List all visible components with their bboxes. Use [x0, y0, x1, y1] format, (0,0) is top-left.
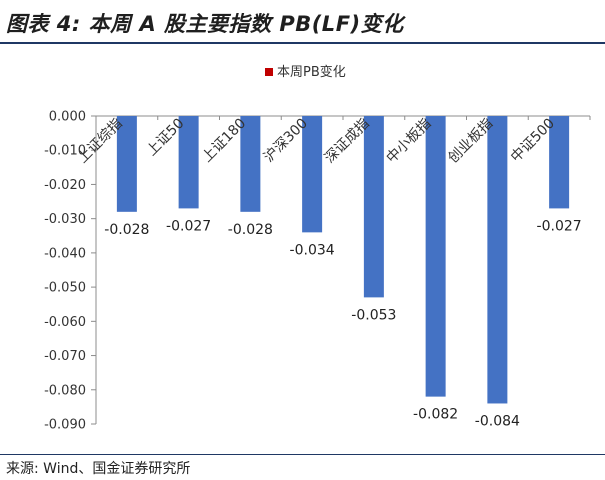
source-divider	[0, 454, 605, 455]
data-label: -0.082	[413, 407, 458, 423]
bar	[240, 116, 261, 212]
legend-label: 本周PB变化	[277, 64, 346, 80]
data-label: -0.034	[290, 242, 335, 258]
y-tick-label: -0.040	[44, 246, 86, 261]
bar	[116, 116, 137, 212]
figure-header: 图表 4: 本周 A 股主要指数 PB(LF)变化	[0, 0, 605, 44]
chart-area: 本周PB变化 0.000 -0.010 -0.020 -0.030 -0.040 -0.05…	[0, 44, 605, 454]
bar	[363, 116, 384, 298]
bar	[178, 116, 199, 209]
data-label: -0.053	[351, 307, 396, 323]
y-tick-label: -0.090	[44, 418, 86, 433]
data-label: -0.027	[537, 218, 582, 234]
bar-chart: 本周PB变化 0.000 -0.010 -0.020 -0.030 -0.040 -0.05…	[44, 64, 591, 433]
bar	[487, 116, 508, 404]
bar	[425, 116, 446, 397]
source-note: 来源: Wind、国金证券研究所	[6, 461, 191, 477]
bar	[549, 116, 570, 209]
data-label: -0.028	[228, 222, 273, 238]
legend-marker	[265, 68, 273, 76]
y-tick-label: -0.070	[44, 349, 86, 364]
bar	[302, 116, 323, 233]
y-tick-label: 0.000	[49, 110, 86, 125]
y-tick-label: -0.080	[44, 383, 86, 398]
y-tick-label: -0.030	[44, 212, 86, 227]
y-tick-label: -0.020	[44, 178, 86, 193]
y-tick-label: -0.050	[44, 281, 86, 296]
title-divider	[0, 42, 605, 44]
data-label: -0.084	[475, 413, 520, 429]
data-label: -0.027	[166, 218, 211, 234]
y-tick-label: -0.060	[44, 315, 86, 330]
data-label: -0.028	[104, 222, 149, 238]
figure-title: 图表 4: 本周 A 股主要指数 PB(LF)变化	[6, 12, 404, 36]
y-tick-label: -0.010	[44, 144, 86, 159]
